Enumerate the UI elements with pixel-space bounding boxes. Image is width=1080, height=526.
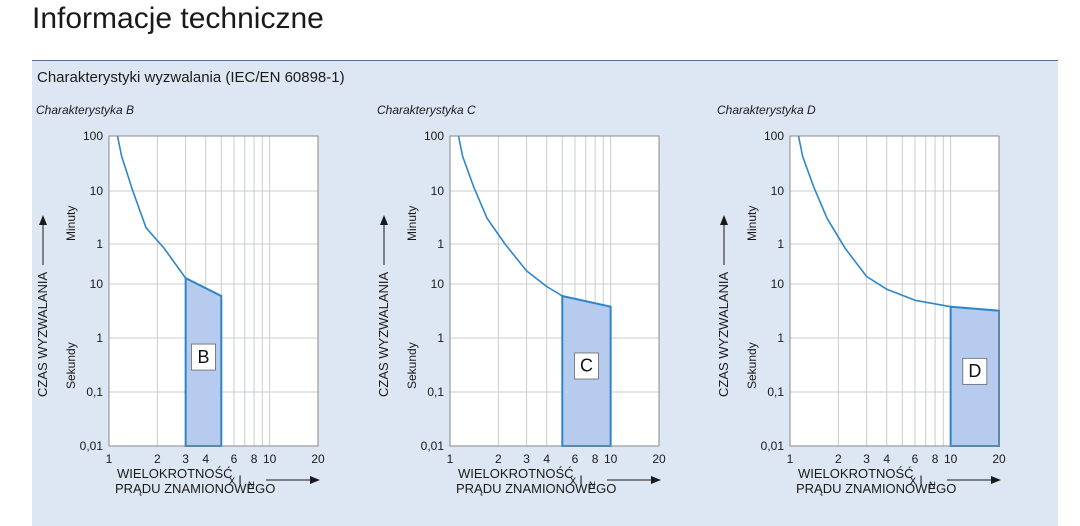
plot-border: [449, 135, 660, 447]
x-tick-label: 6: [572, 452, 579, 466]
x-unit: x I: [910, 473, 923, 487]
x-tick-label: 1: [447, 452, 454, 466]
y-tick-label-minutes: 1: [96, 237, 103, 251]
y-arrow-head: [720, 215, 728, 225]
x-tick-label: 8: [592, 452, 599, 466]
chart-c: Charakterystyka C C 100 10 1 10 1 0,1 0,01 1 2 3 4 6…: [373, 101, 703, 521]
x-tick-label: 20: [992, 452, 1006, 466]
x-unit-subscript: N: [248, 480, 255, 490]
y-tick-label-seconds: 10: [90, 277, 104, 291]
x-tick-label: 2: [154, 452, 161, 466]
y-tick-label-minutes: 100: [424, 129, 444, 143]
zone-label-box: [191, 343, 216, 371]
zone-label: C: [580, 356, 593, 376]
y-tick-label-seconds: 0,1: [86, 385, 103, 399]
x-tick-label: 10: [944, 452, 958, 466]
x-tick-label: 3: [863, 452, 870, 466]
x-tick-label: 8: [251, 452, 258, 466]
x-tick-label: 2: [835, 452, 842, 466]
chart-title: Charakterystyka C: [377, 103, 476, 117]
x-unit: x I: [229, 473, 242, 487]
y-tick-label-seconds: 0,01: [421, 439, 445, 453]
y-label-seconds: Sekundy: [745, 342, 759, 389]
y-tick-label-seconds: 1: [96, 331, 103, 345]
x-tick-label: 4: [202, 452, 209, 466]
x-tick-label: 2: [495, 452, 502, 466]
x-axis-title-line2: PRĄDU ZNAMIONOWEGO: [456, 481, 616, 496]
x-arrow-head: [651, 476, 661, 484]
y-tick-label-minutes: 1: [437, 237, 444, 251]
x-tick-label: 4: [883, 452, 890, 466]
x-tick-label: 4: [543, 452, 550, 466]
y-tick-label-seconds: 1: [437, 331, 444, 345]
y-tick-label-minutes: 100: [764, 129, 784, 143]
x-tick-label: 20: [652, 452, 666, 466]
plot-border: [108, 135, 319, 447]
y-axis-title: CZAS WYZWALANIA: [35, 271, 50, 397]
x-axis-title-line1: WIELOKROTNOŚĆ: [117, 466, 233, 481]
x-tick-label: 8: [932, 452, 939, 466]
y-tick-label-seconds: 10: [771, 277, 785, 291]
y-label-seconds: Sekundy: [64, 342, 78, 389]
y-label-minutes: Minuty: [745, 206, 759, 241]
y-tick-label-seconds: 0,01: [80, 439, 104, 453]
x-arrow-head: [991, 476, 1001, 484]
y-axis-title: CZAS WYZWALANIA: [376, 271, 391, 397]
zone-label-box: [574, 352, 599, 380]
y-label-minutes: Minuty: [64, 206, 78, 241]
x-tick-label: 6: [231, 452, 238, 466]
x-tick-label: 6: [912, 452, 919, 466]
y-tick-label-seconds: 0,01: [761, 439, 785, 453]
x-tick-label: 20: [311, 452, 325, 466]
zone-label: D: [968, 361, 981, 381]
y-tick-label-minutes: 10: [431, 184, 445, 198]
trip-curve: [116, 135, 187, 279]
y-arrow-head: [380, 215, 388, 225]
y-arrow-head: [39, 215, 47, 225]
y-axis-title: CZAS WYZWALANIA: [716, 271, 731, 397]
y-tick-label-minutes: 1: [777, 237, 784, 251]
y-tick-label-seconds: 1: [777, 331, 784, 345]
chart-title: Charakterystyka D: [717, 103, 816, 117]
chart-d: Charakterystyka D D 100 10 1 10 1 0,1 0,01 1 2 3 4 6…: [713, 101, 1043, 521]
y-tick-label-seconds: 0,1: [767, 385, 784, 399]
y-label-minutes: Minuty: [405, 206, 419, 241]
zone-label: B: [197, 347, 209, 367]
x-tick-label: 3: [523, 452, 530, 466]
x-axis-title-line2: PRĄDU ZNAMIONOWEGO: [796, 481, 956, 496]
x-tick-label: 3: [182, 452, 189, 466]
y-tick-label-minutes: 10: [90, 184, 104, 198]
y-tick-label-seconds: 0,1: [427, 385, 444, 399]
page-title: Informacje techniczne: [32, 2, 324, 35]
trip-curve: [797, 135, 951, 308]
y-label-seconds: Sekundy: [405, 342, 419, 389]
characteristics-panel: Charakterystyki wyzwalania (IEC/EN 60898…: [32, 60, 1058, 526]
x-axis-title-line1: WIELOKROTNOŚĆ: [458, 466, 574, 481]
x-tick-label: 10: [604, 452, 618, 466]
x-tick-label: 1: [787, 452, 794, 466]
y-tick-label-minutes: 10: [771, 184, 785, 198]
x-axis-title-line1: WIELOKROTNOŚĆ: [798, 466, 914, 481]
x-arrow-head: [310, 476, 320, 484]
x-tick-label: 1: [106, 452, 113, 466]
x-unit-subscript: N: [929, 480, 936, 490]
x-axis-title-line2: PRĄDU ZNAMIONOWEGO: [115, 481, 275, 496]
chart-b: Charakterystyka B B 100 10 1 10 1 0,1 0,01 1 2 3 4 6…: [32, 101, 362, 521]
trip-curve: [457, 135, 563, 297]
zone-label-box: [962, 357, 988, 385]
section-title: Charakterystyki wyzwalania (IEC/EN 60898…: [37, 69, 345, 86]
y-tick-label-seconds: 10: [431, 277, 445, 291]
x-unit: x I: [570, 473, 583, 487]
x-unit-subscript: N: [589, 480, 596, 490]
plot-border: [789, 135, 1000, 447]
chart-title: Charakterystyka B: [36, 103, 135, 117]
y-tick-label-minutes: 100: [83, 129, 103, 143]
x-tick-label: 10: [263, 452, 277, 466]
